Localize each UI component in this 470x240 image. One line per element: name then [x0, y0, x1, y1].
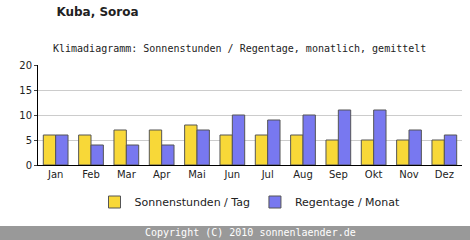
svg-text:Sonnenstunden / Tag: Sonnenstunden / Tag: [135, 196, 250, 209]
svg-text:Regentage / Monat: Regentage / Monat: [295, 196, 400, 209]
svg-text:Sep: Sep: [329, 169, 348, 180]
svg-text:Jun: Jun: [224, 169, 241, 180]
svg-text:Aug: Aug: [293, 169, 313, 180]
svg-text:Mar: Mar: [117, 169, 137, 180]
svg-text:15: 15: [19, 85, 32, 96]
svg-text:Mai: Mai: [188, 169, 206, 180]
svg-text:Nov: Nov: [399, 169, 419, 180]
svg-text:Feb: Feb: [82, 169, 100, 180]
svg-text:10: 10: [19, 110, 32, 121]
svg-text:Jan: Jan: [47, 169, 63, 180]
svg-text:Apr: Apr: [153, 169, 171, 180]
svg-text:Jul: Jul: [261, 169, 274, 180]
svg-text:0: 0: [26, 160, 32, 171]
svg-text:5: 5: [26, 135, 32, 146]
svg-text:Okt: Okt: [365, 169, 383, 180]
svg-text:Kuba, Soroa: Kuba, Soroa: [56, 5, 138, 19]
svg-text:Dez: Dez: [435, 169, 454, 180]
svg-text:Copyright (C) 2010 sonnenlaend: Copyright (C) 2010 sonnenlaender.de: [145, 227, 356, 238]
svg-text:Klimadiagramm: Sonnenstunden /: Klimadiagramm: Sonnenstunden / Regentage…: [53, 43, 426, 54]
svg-text:20: 20: [19, 60, 32, 71]
